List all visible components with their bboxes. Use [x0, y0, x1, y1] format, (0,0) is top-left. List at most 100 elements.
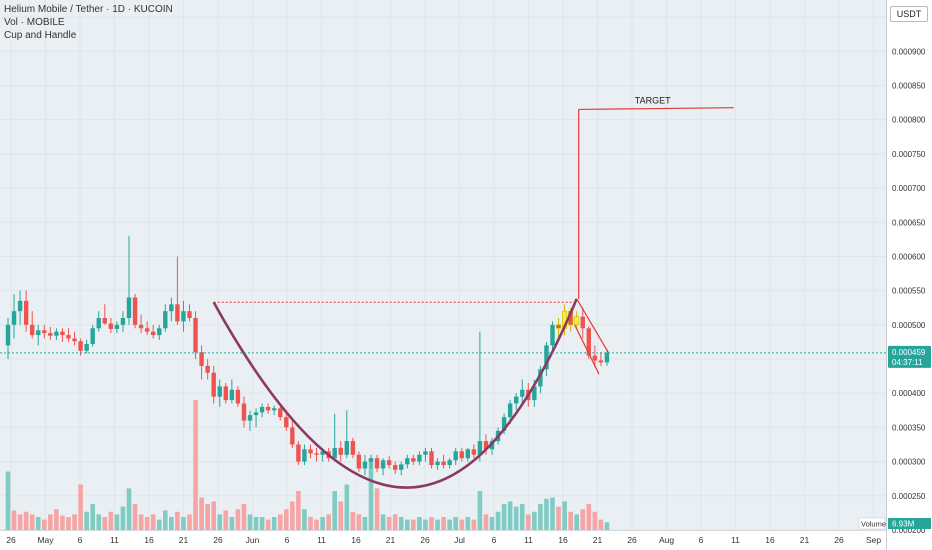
candle-body — [332, 447, 337, 459]
volume-value: 6.93M — [892, 520, 915, 529]
time-tick-label: 21 — [800, 535, 810, 545]
candle-body — [405, 458, 410, 465]
currency-unit-button[interactable]: USDT — [890, 6, 928, 22]
candle-body — [544, 345, 549, 370]
volume-bar — [29, 514, 35, 530]
price-axis — [886, 0, 932, 550]
pattern-label: Cup and Handle — [4, 30, 77, 41]
time-tick-label: 6 — [699, 535, 704, 545]
candle-body — [265, 406, 271, 411]
volume-bar — [102, 517, 108, 530]
volume-bar — [314, 519, 319, 530]
candle-body — [132, 297, 138, 325]
candle-body — [151, 331, 156, 336]
candle-body — [193, 318, 198, 353]
cup-curve — [212, 298, 578, 489]
volume-bar — [368, 458, 374, 530]
volume-bar — [586, 504, 592, 530]
candle-body — [465, 449, 470, 459]
volume-bar — [259, 517, 265, 530]
volume-bar — [519, 504, 525, 530]
time-tick-label: 26 — [420, 535, 430, 545]
volume-bar — [284, 509, 289, 530]
volume-bar — [11, 510, 17, 530]
volume-bar — [223, 510, 229, 530]
candle-body — [399, 464, 404, 470]
candle-body — [17, 300, 23, 312]
candle-body — [114, 324, 120, 329]
candle-body — [229, 389, 235, 401]
volume-bar — [356, 514, 362, 530]
candle-body — [138, 324, 144, 329]
candle-body — [278, 408, 283, 418]
candle-body — [42, 330, 47, 334]
time-tick-label: 11 — [317, 535, 326, 545]
volume-bar — [538, 504, 543, 530]
volume-bar — [66, 517, 71, 530]
candle-body — [72, 338, 77, 342]
price-tick-label: 0.000400 — [892, 389, 926, 398]
volume-bar — [489, 517, 495, 530]
time-tick-label: 11 — [110, 535, 119, 545]
volume-bar — [181, 517, 186, 530]
price-tick-label: 0.000300 — [892, 458, 926, 467]
volume-bar — [23, 511, 29, 530]
volume-bar — [477, 491, 483, 530]
volume-bar — [199, 497, 204, 530]
handle-upper-line — [576, 298, 610, 354]
volume-bar — [592, 511, 598, 530]
candle-body — [556, 324, 562, 329]
candle-body — [84, 343, 89, 351]
candle-body — [11, 311, 17, 325]
candle-body — [453, 451, 458, 461]
volume-bar — [471, 519, 477, 530]
candle-body — [314, 453, 319, 455]
candle-body — [586, 328, 591, 356]
candle-body — [604, 352, 610, 363]
time-tick-label: 6 — [78, 535, 83, 545]
price-tick-label: 0.000850 — [892, 81, 926, 90]
time-tick-label: 11 — [731, 535, 740, 545]
candle-body — [417, 454, 422, 462]
volume-bar — [150, 514, 156, 530]
candle-body — [223, 386, 228, 401]
volume-bar — [108, 511, 114, 530]
volume-bar — [175, 511, 180, 530]
volume-bar — [253, 517, 259, 530]
candle-body — [157, 328, 162, 336]
candle-body — [471, 449, 477, 455]
volume-bar — [277, 514, 283, 530]
candle-body — [23, 300, 29, 325]
volume-bar — [247, 514, 253, 530]
volume-bar — [132, 504, 138, 530]
candle-body — [386, 460, 392, 466]
last-price-value: 0.000459 — [892, 348, 926, 357]
volume-bar — [35, 517, 41, 530]
candle-body — [5, 324, 11, 346]
volume-bar — [556, 506, 561, 530]
volume-bar — [54, 509, 59, 530]
candle-body — [290, 427, 295, 445]
volume-bar — [187, 514, 192, 530]
price-tick-label: 0.000600 — [892, 252, 926, 261]
candle-body — [78, 341, 83, 351]
candle-body — [459, 451, 464, 459]
volume-bar — [308, 517, 313, 530]
candle-body — [592, 355, 598, 361]
handle-lower-line — [574, 324, 600, 375]
volume-bar — [72, 514, 77, 530]
volume-bar — [60, 515, 65, 530]
volume-bar — [229, 517, 235, 530]
candle-body — [253, 412, 259, 416]
candle-body — [308, 449, 313, 454]
candle-body — [296, 444, 301, 462]
candle-body — [284, 417, 289, 428]
candle-body — [514, 396, 519, 404]
candle-body — [187, 311, 192, 318]
price-tick-label: 0.000700 — [892, 184, 926, 193]
volume-bar — [550, 497, 555, 530]
candle-body — [350, 441, 356, 455]
candle-body — [447, 460, 452, 466]
